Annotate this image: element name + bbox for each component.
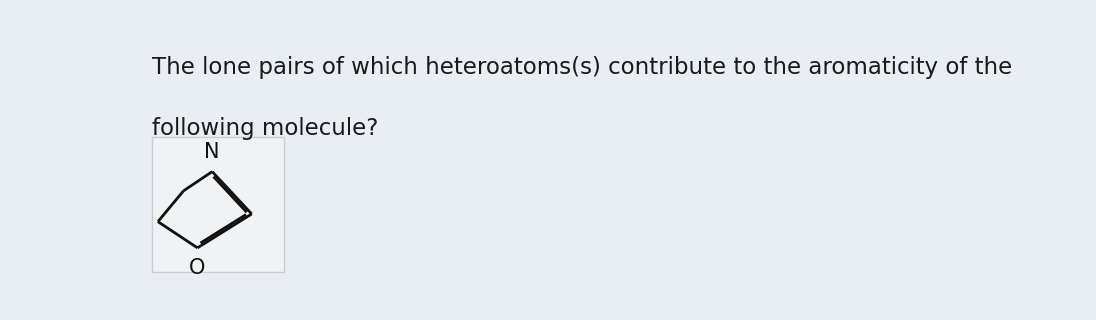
Text: O: O [190,258,206,278]
Bar [152,137,284,273]
Text: following molecule?: following molecule? [152,117,378,140]
Text: N: N [205,142,220,162]
Text: The lone pairs of which heteroatoms(s) contribute to the aromaticity of the: The lone pairs of which heteroatoms(s) c… [152,56,1013,79]
